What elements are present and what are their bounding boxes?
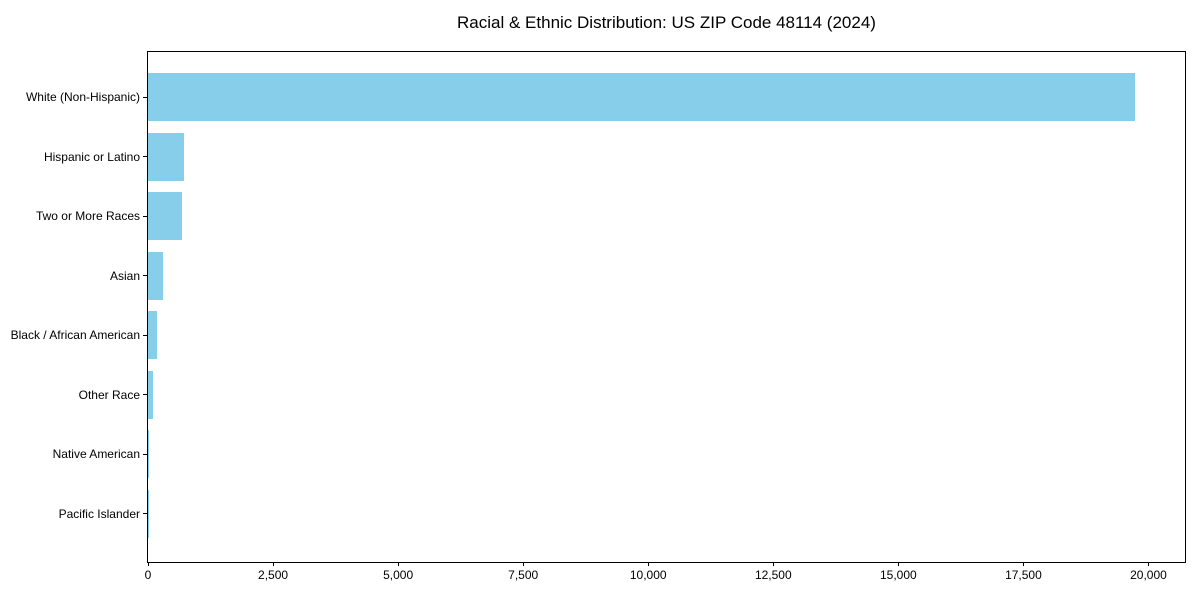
plot-area bbox=[147, 51, 1186, 563]
x-tick-label: 15,000 bbox=[880, 568, 917, 582]
y-tick-label-two-or-more-races: Two or More Races bbox=[35, 209, 140, 223]
y-tick-mark bbox=[143, 96, 148, 98]
bars-container bbox=[148, 52, 1185, 562]
x-tick-mark bbox=[1022, 562, 1024, 566]
x-tick-label: 17,500 bbox=[1005, 568, 1042, 582]
x-tick-label: 5,000 bbox=[383, 568, 414, 582]
bar-white-non-hispanic bbox=[148, 73, 1136, 121]
y-tick-mark bbox=[143, 394, 148, 395]
y-tick-label-black-african-american: Black / African American bbox=[10, 328, 140, 342]
y-tick-mark bbox=[143, 513, 148, 514]
x-tick-mark bbox=[897, 562, 899, 566]
x-tick-label: 20,000 bbox=[1130, 568, 1167, 582]
bar-other-race bbox=[148, 370, 153, 419]
x-tick-label: 10,000 bbox=[629, 568, 667, 582]
y-tick-mark bbox=[143, 275, 148, 276]
x-tick-mark bbox=[147, 562, 149, 566]
y-tick-label-native-american: Native American bbox=[52, 447, 140, 461]
x-tick-mark bbox=[1147, 562, 1149, 566]
x-tick-mark bbox=[272, 562, 274, 566]
y-tick-label-pacific-islander: Pacific Islander bbox=[58, 506, 140, 521]
bar-native-american bbox=[148, 430, 150, 478]
y-tick-label-hispanic-or-latino: Hispanic or Latino bbox=[43, 149, 140, 164]
y-tick-mark bbox=[143, 334, 148, 336]
x-tick-label: 2,500 bbox=[258, 568, 289, 582]
bar-black-african-american bbox=[148, 311, 157, 359]
bar-asian bbox=[148, 251, 163, 300]
x-tick-mark bbox=[647, 562, 649, 566]
y-tick-label-asian: Asian bbox=[109, 268, 140, 283]
y-tick-mark bbox=[143, 215, 148, 217]
x-tick-mark bbox=[522, 562, 524, 566]
x-tick-label: 12,500 bbox=[754, 568, 792, 582]
x-tick-mark bbox=[772, 562, 774, 566]
x-tick-label: 7,500 bbox=[508, 568, 539, 582]
y-tick-label-other-race: Other Race bbox=[78, 387, 140, 402]
y-tick-mark bbox=[143, 156, 148, 157]
x-tick-label: 0 bbox=[144, 568, 152, 582]
bar-two-or-more-races bbox=[148, 192, 182, 240]
x-tick-mark bbox=[397, 562, 399, 566]
y-tick-label-white-non-hispanic: White (Non-Hispanic) bbox=[25, 90, 140, 104]
y-tick-mark bbox=[143, 453, 148, 455]
chart-title: Racial & Ethnic Distribution: US ZIP Cod… bbox=[457, 13, 876, 32]
bar-hispanic-or-latino bbox=[148, 132, 184, 181]
